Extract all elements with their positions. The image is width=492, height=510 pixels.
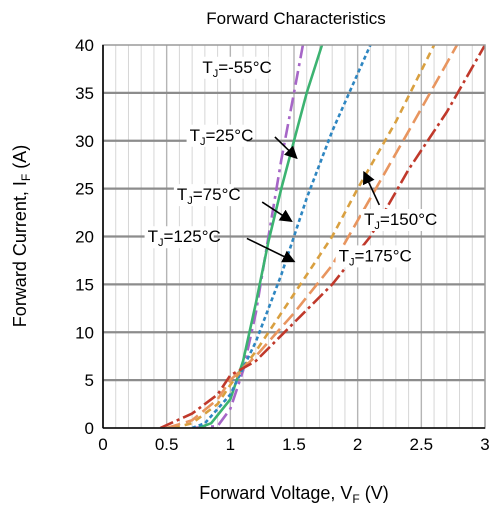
annotation-text: T: [364, 210, 374, 229]
annotation-rest: =75°C: [193, 185, 241, 204]
series-annotation: TJ=175°C: [335, 245, 412, 268]
annotation-rest: =175°C: [354, 246, 411, 265]
x-tick-label: 2.5: [410, 435, 434, 454]
x-tick-label: 1: [226, 435, 235, 454]
annotation-label: TJ=25°C: [190, 126, 254, 148]
y-tick-label: 30: [75, 132, 94, 151]
series-annotation: TJ=-55°C: [199, 56, 272, 80]
x-axis-label-main: Forward Voltage, V: [199, 483, 352, 503]
annotation-text: T: [339, 246, 349, 265]
x-tick-label: 1.5: [282, 435, 306, 454]
series-line-2: [198, 45, 324, 428]
y-tick-label: 20: [75, 228, 94, 247]
annotation-rest: =150°C: [380, 210, 437, 229]
annotation-backdrop: [199, 56, 269, 79]
annotation-arrow: [362, 170, 381, 206]
x-axis-label-unit: (V): [360, 483, 389, 503]
annotation-backdrop: [186, 124, 247, 147]
series-line-5: [166, 45, 459, 428]
annotation-text: T: [202, 58, 212, 77]
series-annotation: TJ=25°C: [186, 124, 298, 160]
annotation-sub: J: [158, 237, 164, 249]
series-line-1: [192, 45, 305, 428]
series-line-3: [191, 45, 372, 428]
chart-title: Forward Characteristics: [206, 9, 386, 28]
x-tick-label: 3: [480, 435, 489, 454]
y-tick-label: 5: [85, 371, 94, 390]
annotation-rest: =-55°C: [218, 58, 272, 77]
annotation-sub: J: [349, 256, 355, 268]
annotation-text: T: [148, 227, 158, 246]
y-axis-label-sub: F: [19, 174, 33, 181]
annotation-rest: =125°C: [163, 227, 220, 246]
x-axis-label-sub: F: [352, 492, 359, 506]
annotation-label: TJ=75°C: [177, 185, 241, 207]
series-group: [159, 45, 485, 428]
annotation-rest: =25°C: [205, 126, 253, 145]
y-tick-label: 0: [85, 419, 94, 438]
annotation-arrow: [261, 201, 293, 223]
annotation-text: T: [177, 185, 187, 204]
annotation-backdrop: [144, 226, 214, 249]
y-tick-label: 15: [75, 275, 94, 294]
annotation-sub: J: [213, 68, 219, 80]
annotation-backdrop: [361, 209, 431, 232]
y-tick-label: 25: [75, 180, 94, 199]
series-annotation: TJ=150°C: [361, 170, 437, 232]
annotations: TJ=-55°CTJ=25°CTJ=75°CTJ=125°CTJ=150°CTJ…: [144, 56, 437, 268]
annotation-backdrop: [335, 245, 405, 268]
y-tick-label: 10: [75, 323, 94, 342]
y-axis-label-unit: (A): [10, 145, 30, 174]
annotation-sub: J: [187, 195, 193, 207]
annotation-sub: J: [374, 220, 380, 232]
x-axis-label: Forward Voltage, VF (V): [199, 483, 388, 506]
x-tick-label: 2: [353, 435, 362, 454]
x-tick-label: 0: [98, 435, 107, 454]
y-axis-label-main: Forward Current, I: [10, 181, 30, 327]
y-tick-label: 35: [75, 84, 94, 103]
y-tick-label: 40: [75, 36, 94, 55]
annotation-sub: J: [200, 136, 206, 148]
series-line-6: [159, 45, 485, 428]
annotation-text: T: [190, 126, 200, 145]
series-annotation: TJ=125°C: [144, 226, 296, 263]
annotation-label: TJ=-55°C: [202, 58, 271, 80]
y-axis-label: Forward Current, IF (A): [10, 145, 33, 327]
annotation-label: TJ=125°C: [148, 227, 221, 249]
annotation-backdrop: [173, 184, 234, 207]
annotation-arrow: [274, 136, 298, 160]
annotation-label: TJ=175°C: [339, 246, 412, 268]
x-tick-label: 0.5: [155, 435, 179, 454]
annotation-label: TJ=150°C: [364, 210, 437, 232]
annotation-arrow: [246, 237, 296, 263]
series-annotation: TJ=75°C: [173, 184, 293, 223]
